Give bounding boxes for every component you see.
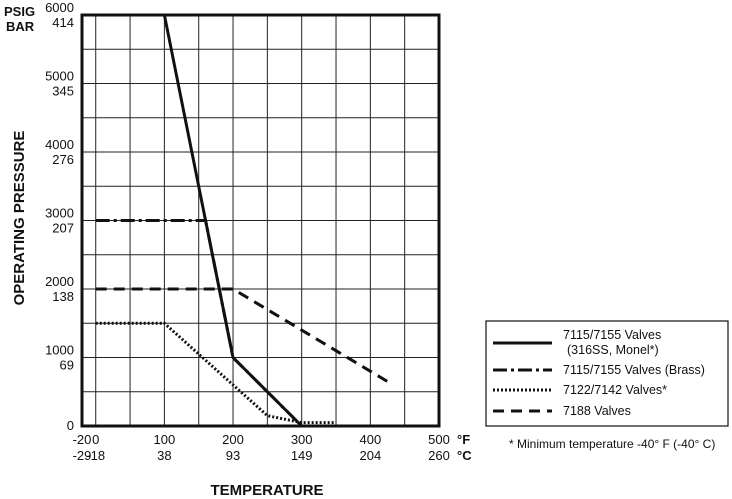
- y-tick-label-bar: 138: [52, 289, 74, 304]
- x-tick-label-f: -20: [73, 432, 92, 447]
- series-line-solid: [95, 13, 303, 428]
- y-tick-label-bar: 69: [60, 358, 74, 373]
- legend-box: [485, 320, 729, 427]
- x-axis-title: TEMPERATURE: [210, 482, 323, 499]
- legend-label-4: 7188 Valves: [563, 404, 631, 418]
- x-tick-label-c: 38: [157, 448, 171, 463]
- series-line-dashdot: [95, 219, 303, 428]
- legend: 7115/7155 Valves (316SS, Monel*) 7115/71…: [485, 320, 729, 427]
- x-tick-label-f: 300: [291, 432, 313, 447]
- series-line-dotted: [95, 321, 336, 425]
- y-tick-label-psig: 5000: [45, 69, 74, 84]
- y-tick-label-psig: 0: [67, 418, 74, 433]
- x-tick-label-c: -18: [86, 448, 105, 463]
- x-tick-label-f: 0: [92, 432, 99, 447]
- y-tick-label-bar: 414: [52, 15, 74, 30]
- x-tick-label-f: 400: [359, 432, 381, 447]
- legend-label-3: 7122/7142 Valves*: [563, 383, 667, 397]
- x-unit-primary: °F: [457, 432, 470, 447]
- y-tick-label-psig: 3000: [45, 206, 74, 221]
- legend-label-2: 7115/7155 Valves (Brass): [563, 363, 705, 377]
- x-unit-secondary: °C: [457, 448, 472, 463]
- y-unit-primary: PSIG: [4, 4, 35, 19]
- x-tick-label-f: 500: [428, 432, 450, 447]
- plot-frame: [80, 13, 441, 428]
- x-tick-label-c: 260: [428, 448, 450, 463]
- y-tick-label-bar: 276: [52, 152, 74, 167]
- y-tick-label-bar: 345: [52, 84, 74, 99]
- series-layer: [95, 13, 389, 428]
- x-tick-label-c: 93: [226, 448, 240, 463]
- y-tick-label-psig: 4000: [45, 137, 74, 152]
- x-tick-label-f: 100: [154, 432, 176, 447]
- series-line-dashed: [95, 287, 389, 383]
- y-tick-label-psig: 1000: [45, 343, 74, 358]
- legend-label-1: 7115/7155 Valves: [563, 328, 661, 342]
- x-tick-label-c: -29: [73, 448, 92, 463]
- y-axis-title: OPERATING PRESSURE: [11, 131, 28, 306]
- x-tick-label-c: 204: [359, 448, 381, 463]
- y-tick-label-bar: 207: [52, 221, 74, 236]
- y-unit-secondary: BAR: [6, 19, 35, 34]
- y-tick-label-psig: 6000: [45, 0, 74, 15]
- y-tick-label-psig: 2000: [45, 274, 74, 289]
- footnote: * Minimum temperature -40° F (-40° C): [509, 437, 715, 451]
- x-tick-label-c: 149: [291, 448, 313, 463]
- legend-label-1-line2: (316SS, Monel*): [567, 343, 659, 357]
- x-tick-label-f: 200: [222, 432, 244, 447]
